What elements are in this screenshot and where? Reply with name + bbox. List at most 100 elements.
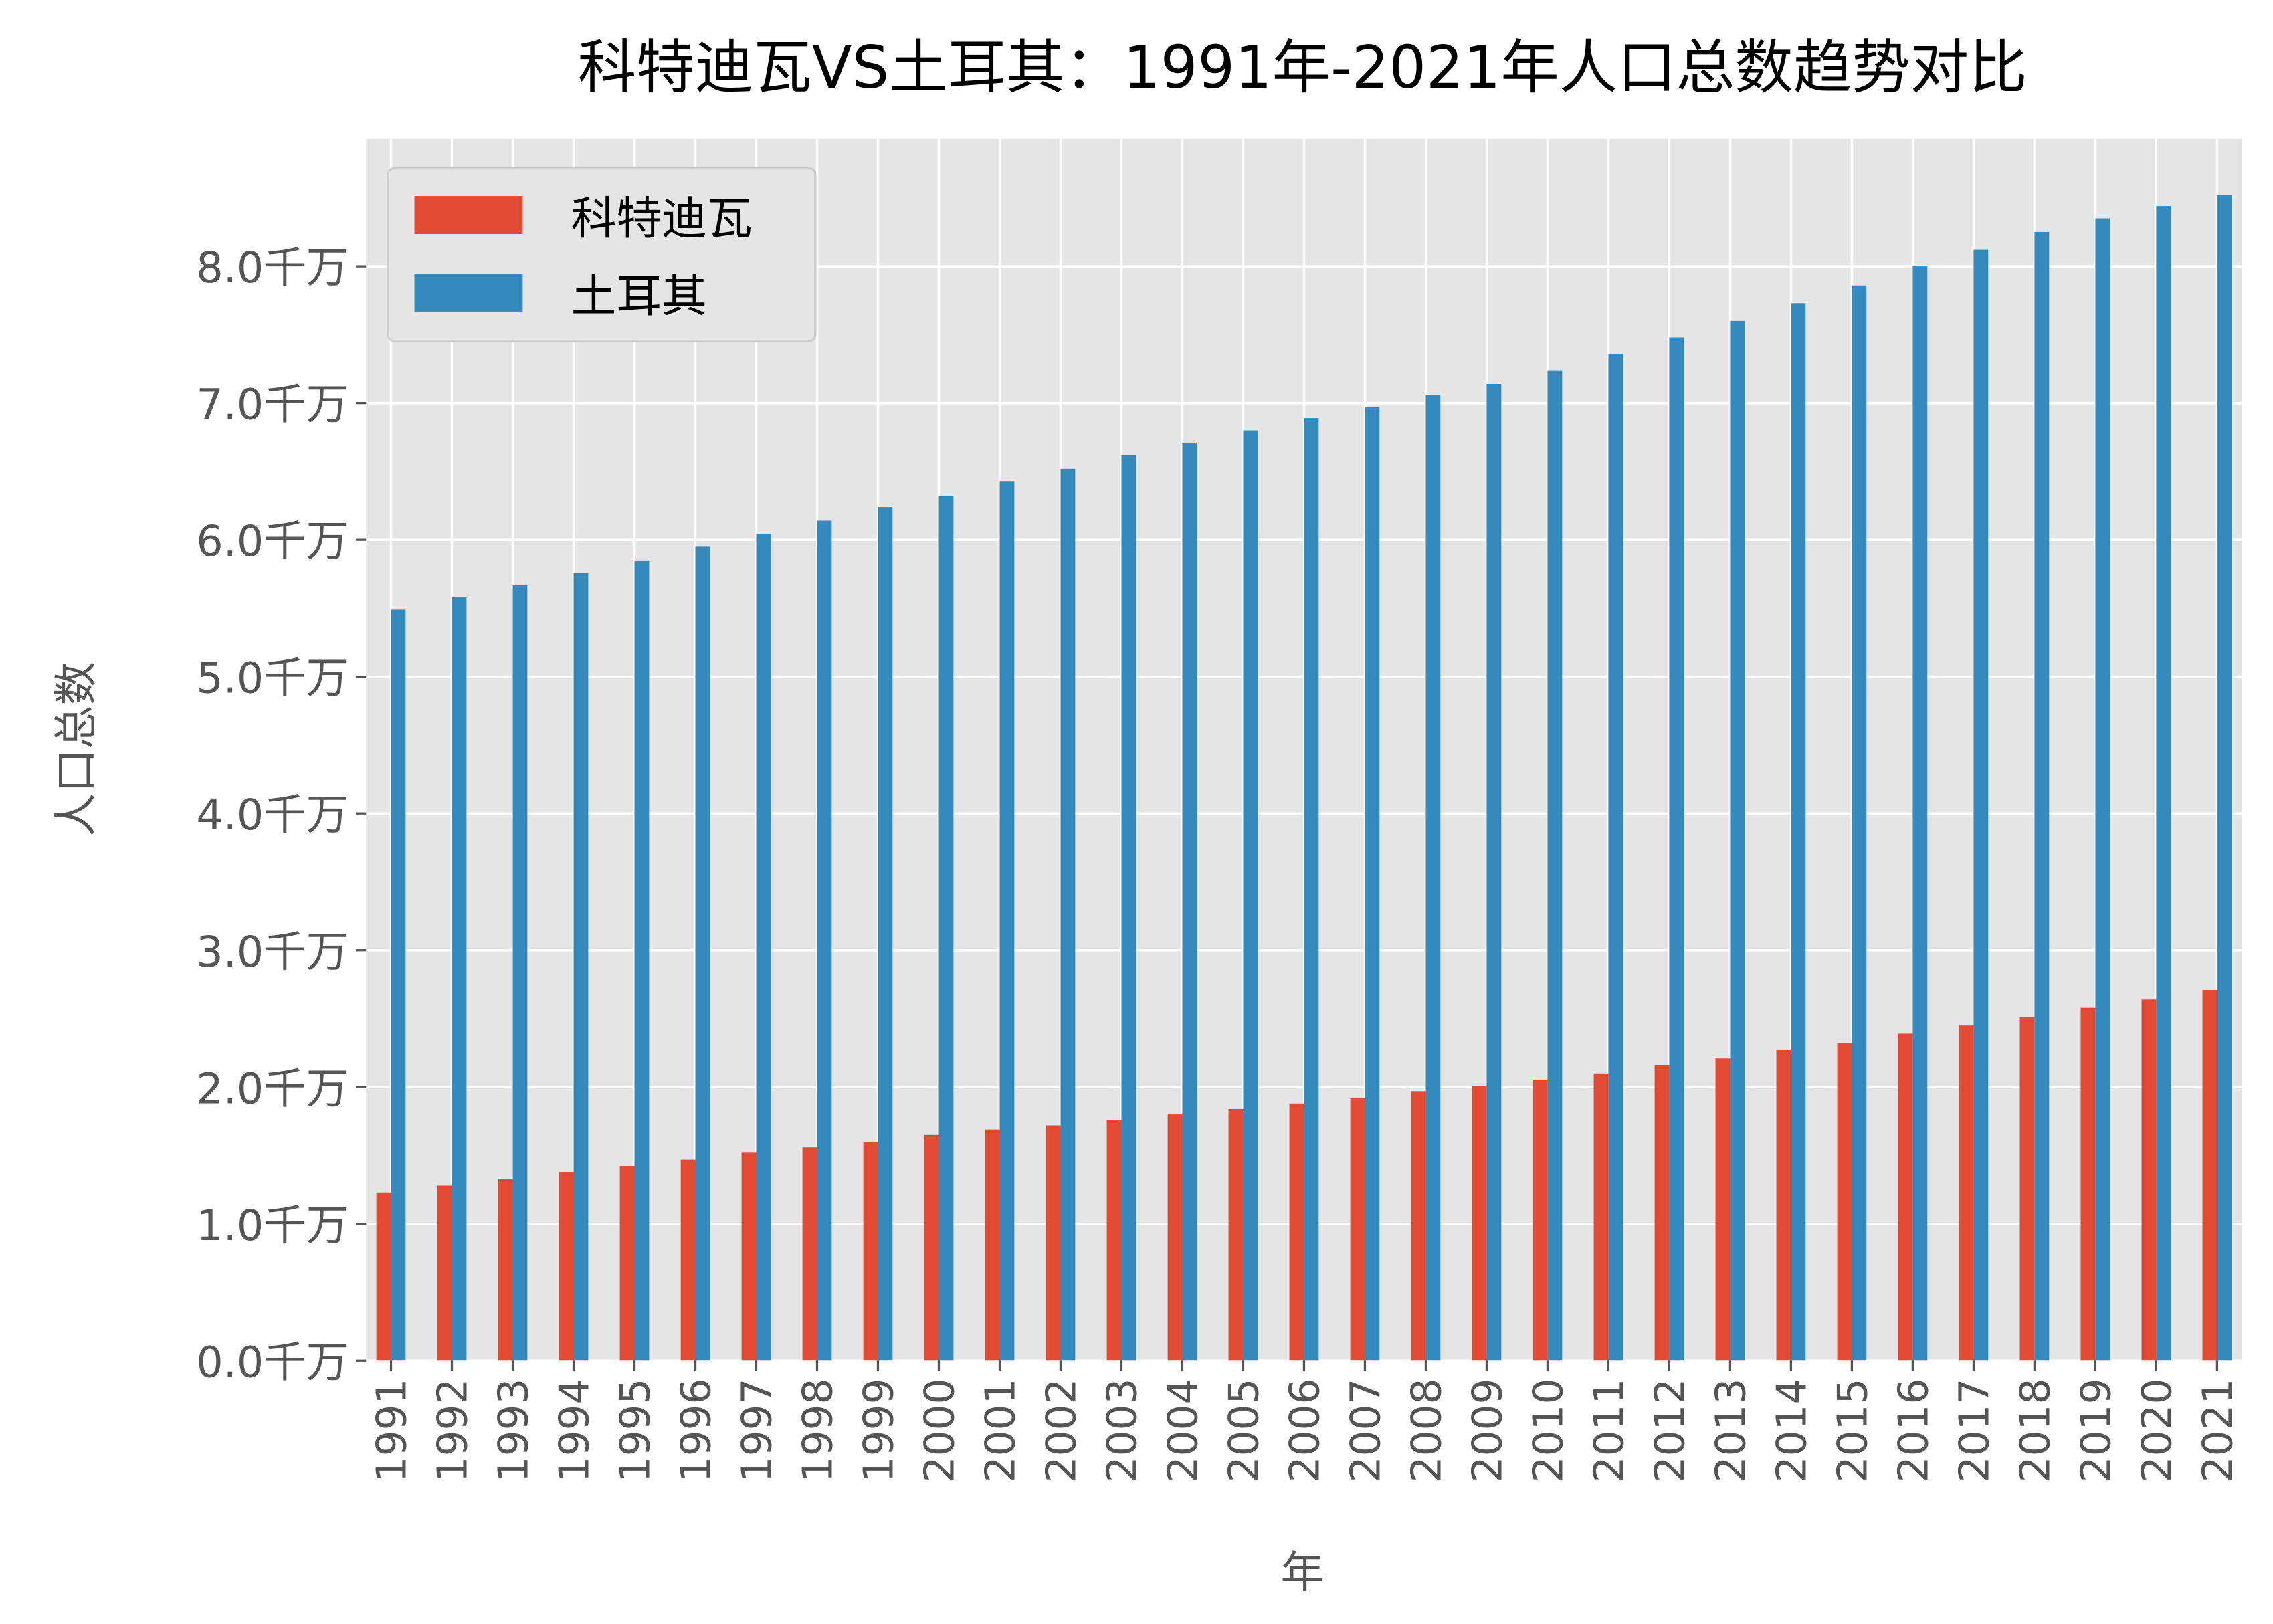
x-tick-label: 2005	[1220, 1379, 1268, 1483]
bar-turkey-2018	[2034, 231, 2050, 1361]
x-tick-label: 1991	[368, 1379, 415, 1483]
bar-turkey-2017	[1973, 249, 1989, 1361]
bar-cotedivoire-1993	[498, 1179, 513, 1361]
bar-cotedivoire-2020	[2141, 999, 2157, 1361]
bar-cotedivoire-2000	[924, 1134, 939, 1361]
bar-cotedivoire-2016	[1898, 1033, 1913, 1361]
y-tick-label: 8.0千万	[196, 243, 349, 292]
x-tick-label: 1994	[551, 1379, 598, 1483]
bar-turkey-2000	[938, 496, 954, 1361]
x-tick-label: 2001	[977, 1379, 1024, 1483]
x-axis: 1991 1992 1993 1994 1995 1996 1997 1998 1999 2000…	[368, 1360, 2242, 1482]
bar-cotedivoire-2019	[2080, 1007, 2096, 1361]
y-tick-label: 7.0千万	[196, 380, 349, 429]
x-tick-label: 2014	[1768, 1379, 1815, 1483]
bar-cotedivoire-2008	[1411, 1091, 1426, 1361]
bar-turkey-1994	[573, 573, 589, 1361]
bar-cotedivoire-1998	[802, 1147, 817, 1361]
x-tick-label: 2008	[1403, 1379, 1450, 1483]
legend-swatch-cotedivoire	[414, 196, 523, 234]
x-tick-label: 2016	[1890, 1379, 1937, 1483]
bar-turkey-1996	[695, 546, 710, 1361]
bar-turkey-2016	[1912, 266, 1928, 1361]
bar-turkey-1992	[452, 597, 467, 1361]
bar-turkey-1997	[756, 534, 771, 1361]
x-tick-label: 2004	[1159, 1379, 1207, 1483]
bar-turkey-2003	[1121, 455, 1136, 1361]
y-tick-label: 3.0千万	[196, 927, 349, 977]
x-tick-label: 2003	[1098, 1379, 1146, 1483]
bar-cotedivoire-2018	[2019, 1017, 2035, 1361]
bar-turkey-1995	[634, 560, 650, 1361]
bar-turkey-2013	[1730, 320, 1745, 1361]
bar-turkey-1993	[512, 585, 528, 1361]
legend-swatch-turkey	[414, 274, 523, 312]
bar-turkey-2021	[2217, 195, 2232, 1361]
bar-cotedivoire-2021	[2202, 990, 2217, 1361]
legend: 科特迪瓦 土耳其	[387, 167, 817, 342]
bar-turkey-2019	[2095, 218, 2110, 1361]
bar-turkey-2014	[1791, 303, 1806, 1361]
x-tick-label: 2010	[1524, 1379, 1572, 1483]
y-tick-label: 1.0千万	[196, 1201, 349, 1250]
bar-cotedivoire-2013	[1715, 1058, 1731, 1361]
bar-cotedivoire-2005	[1228, 1108, 1244, 1361]
y-tick-label: 2.0千万	[196, 1063, 349, 1113]
bar-cotedivoire-1991	[376, 1192, 391, 1361]
x-tick-label: 1992	[429, 1379, 476, 1483]
x-tick-label: 2018	[2011, 1379, 2059, 1483]
bar-turkey-2015	[1852, 285, 1867, 1361]
x-tick-label: 2002	[1037, 1379, 1085, 1483]
x-tick-label: 2012	[1646, 1379, 1694, 1483]
x-tick-label: 2006	[1281, 1379, 1328, 1483]
bar-turkey-2010	[1547, 370, 1563, 1361]
x-axis-label: 年	[1280, 1547, 1324, 1598]
bar-cotedivoire-2012	[1654, 1065, 1670, 1361]
y-tick-label: 6.0千万	[196, 516, 349, 566]
x-tick-label: 2013	[1707, 1379, 1755, 1483]
bar-cotedivoire-1995	[619, 1166, 635, 1361]
x-tick-label: 2007	[1342, 1379, 1389, 1483]
bar-turkey-2012	[1669, 337, 1684, 1361]
y-tick-label: 0.0千万	[196, 1337, 349, 1387]
y-axis: 0.0千万 1.0千万 2.0千万 3.0千万 4.0千万 5.0千万 6.0千万 7.0千万…	[196, 243, 367, 1387]
bars	[376, 195, 2232, 1361]
bar-turkey-2005	[1243, 430, 1258, 1361]
chart-title: 科特迪瓦VS土耳其：1991年-2021年人口总数趋势对比	[578, 33, 2028, 102]
x-tick-label: 1993	[490, 1379, 537, 1483]
x-tick-label: 1996	[672, 1379, 720, 1483]
bar-cotedivoire-2010	[1533, 1080, 1548, 1361]
legend-label-cotedivoire: 科特迪瓦	[571, 192, 753, 245]
x-tick-label: 1998	[794, 1379, 842, 1483]
bar-cotedivoire-2009	[1472, 1086, 1487, 1361]
bar-cotedivoire-1992	[437, 1185, 452, 1361]
bar-turkey-2011	[1608, 353, 1623, 1361]
bar-cotedivoire-1996	[680, 1159, 696, 1361]
bar-cotedivoire-2011	[1593, 1073, 1609, 1361]
bar-cotedivoire-2001	[985, 1129, 1000, 1361]
x-tick-label: 2017	[1951, 1379, 1998, 1483]
bar-cotedivoire-1994	[559, 1172, 574, 1361]
bar-turkey-2007	[1365, 407, 1380, 1361]
bar-cotedivoire-2014	[1776, 1050, 1791, 1361]
bar-turkey-1991	[391, 609, 406, 1361]
bar-turkey-1999	[878, 507, 893, 1361]
x-tick-label: 2011	[1585, 1379, 1633, 1483]
bar-cotedivoire-2015	[1837, 1043, 1852, 1361]
bar-turkey-2009	[1486, 383, 1502, 1361]
x-tick-label: 2009	[1464, 1379, 1511, 1483]
bar-turkey-2004	[1182, 442, 1197, 1361]
bar-cotedivoire-2003	[1106, 1120, 1122, 1361]
legend-label-turkey: 土耳其	[571, 270, 707, 322]
bar-cotedivoire-2007	[1350, 1098, 1365, 1361]
bar-cotedivoire-2017	[1959, 1025, 1974, 1361]
bar-turkey-2008	[1425, 395, 1441, 1361]
y-tick-label: 4.0千万	[196, 790, 349, 839]
bar-turkey-1998	[817, 520, 832, 1361]
x-tick-label: 2000	[916, 1379, 963, 1483]
bar-turkey-2006	[1304, 418, 1319, 1361]
bar-cotedivoire-1997	[741, 1152, 757, 1361]
x-tick-label: 1999	[855, 1379, 902, 1483]
y-axis-label: 人口总数	[51, 662, 102, 837]
